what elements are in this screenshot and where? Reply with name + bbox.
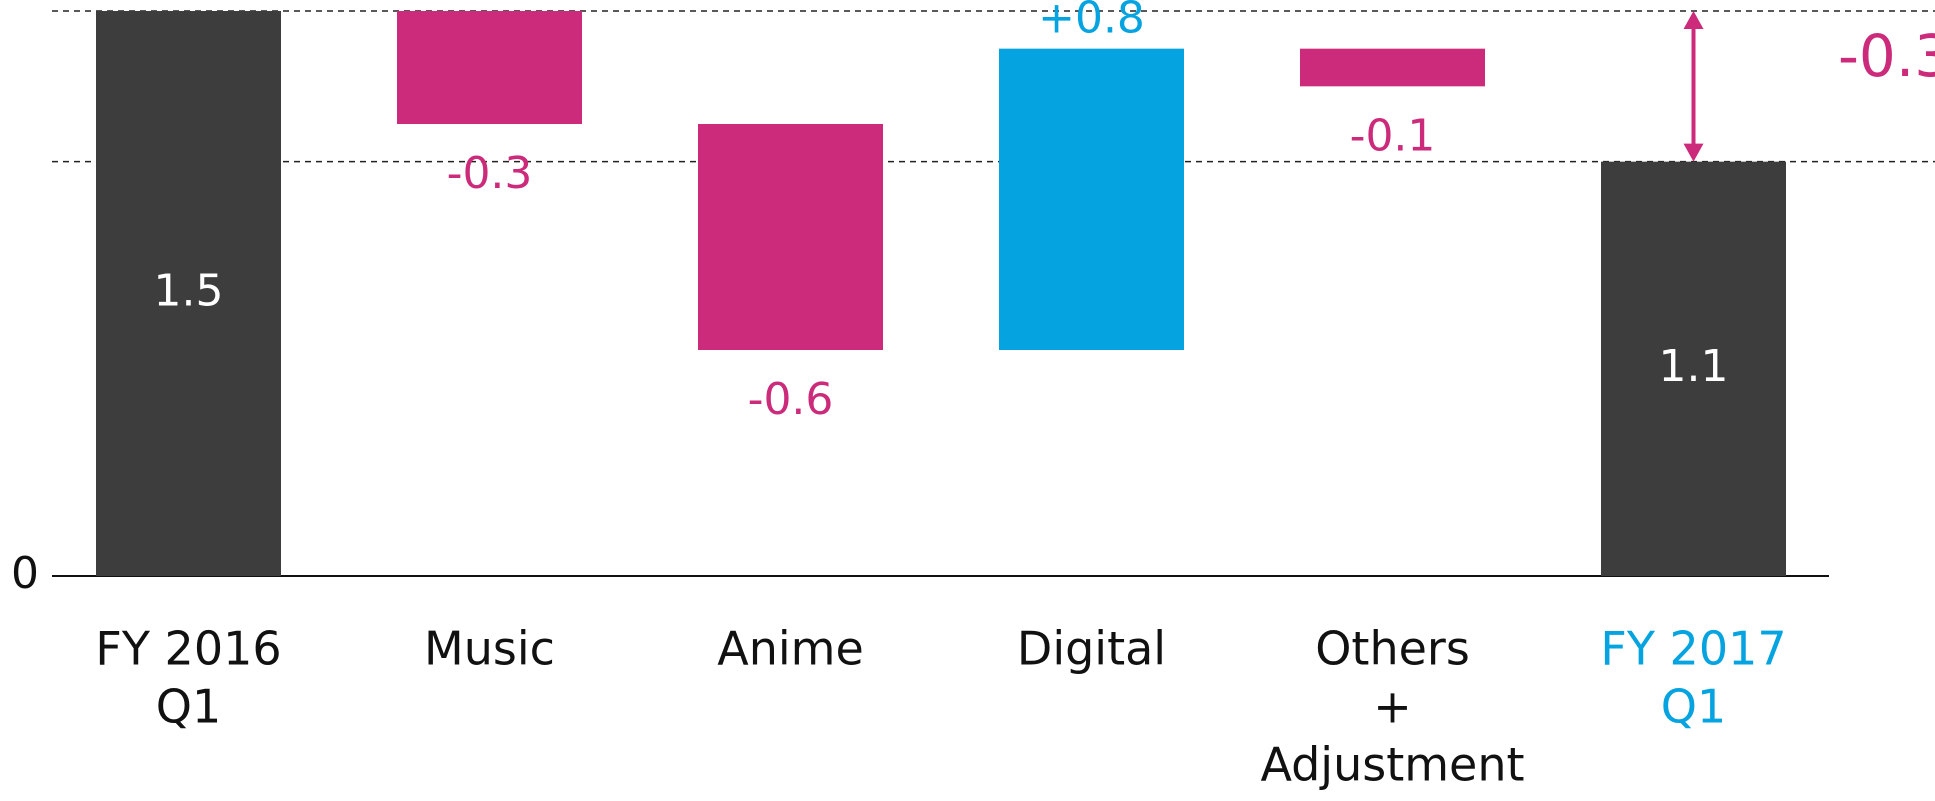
value-label: -0.6: [748, 374, 834, 425]
y-tick-label: 0: [11, 548, 39, 599]
bar: [1300, 48, 1485, 87]
x-tick-label: Adjustment: [1260, 738, 1524, 792]
bar: [96, 11, 281, 576]
value-label: 1.1: [1659, 341, 1729, 392]
value-label: 1.5: [154, 266, 224, 317]
bar: [698, 124, 883, 350]
value-label: -0.1: [1350, 110, 1436, 161]
x-tick-label: FY 2017: [1600, 622, 1786, 676]
bar: [999, 48, 1184, 351]
bar: [397, 11, 582, 124]
value-label: +0.8: [1038, 0, 1145, 44]
x-tick-label: Music: [424, 622, 555, 676]
bar: [1601, 161, 1786, 576]
x-tick-label: Digital: [1017, 622, 1166, 676]
x-tick-label: +: [1373, 680, 1412, 734]
x-tick-label: Q1: [1661, 680, 1726, 734]
x-tick-label: Anime: [717, 622, 864, 676]
x-tick-label: Q1: [156, 680, 221, 734]
annotation: -0.3: [1838, 22, 1935, 90]
arrow-head: [1683, 11, 1704, 29]
x-tick-label: FY 2016: [95, 622, 281, 676]
arrow-head: [1683, 143, 1704, 162]
value-label: -0.3: [447, 148, 533, 199]
x-tick-label: Others: [1315, 622, 1470, 676]
